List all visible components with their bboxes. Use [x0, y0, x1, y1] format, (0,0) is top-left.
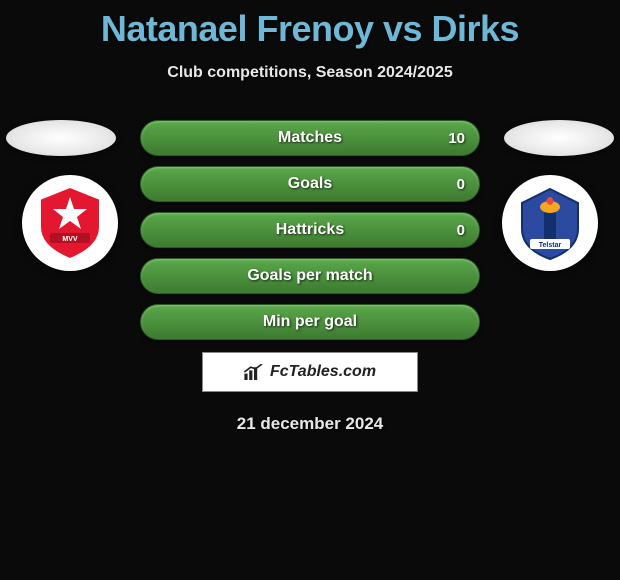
chart-icon — [244, 364, 264, 380]
subtitle: Club competitions, Season 2024/2025 — [0, 64, 620, 82]
date-label: 21 december 2024 — [0, 414, 620, 434]
stat-right-value: 10 — [448, 130, 465, 147]
brand-box[interactable]: FcTables.com — [202, 352, 418, 392]
stats-container: Matches 10 Goals 0 Hattricks 0 Goals per… — [0, 120, 620, 434]
stat-right-value: 0 — [457, 222, 465, 239]
stat-row-matches: Matches 10 — [140, 120, 480, 156]
stat-row-goals-per-match: Goals per match — [140, 258, 480, 294]
stat-label: Goals per match — [247, 267, 372, 285]
stat-label: Matches — [278, 129, 342, 147]
stat-row-goals: Goals 0 — [140, 166, 480, 202]
stat-right-value: 0 — [457, 176, 465, 193]
stat-label: Goals — [288, 175, 332, 193]
stat-row-min-per-goal: Min per goal — [140, 304, 480, 340]
stat-row-hattricks: Hattricks 0 — [140, 212, 480, 248]
stat-label: Min per goal — [263, 313, 357, 331]
page-title: Natanael Frenoy vs Dirks — [0, 0, 620, 50]
brand-label: FcTables.com — [270, 363, 376, 381]
stat-label: Hattricks — [276, 221, 344, 239]
